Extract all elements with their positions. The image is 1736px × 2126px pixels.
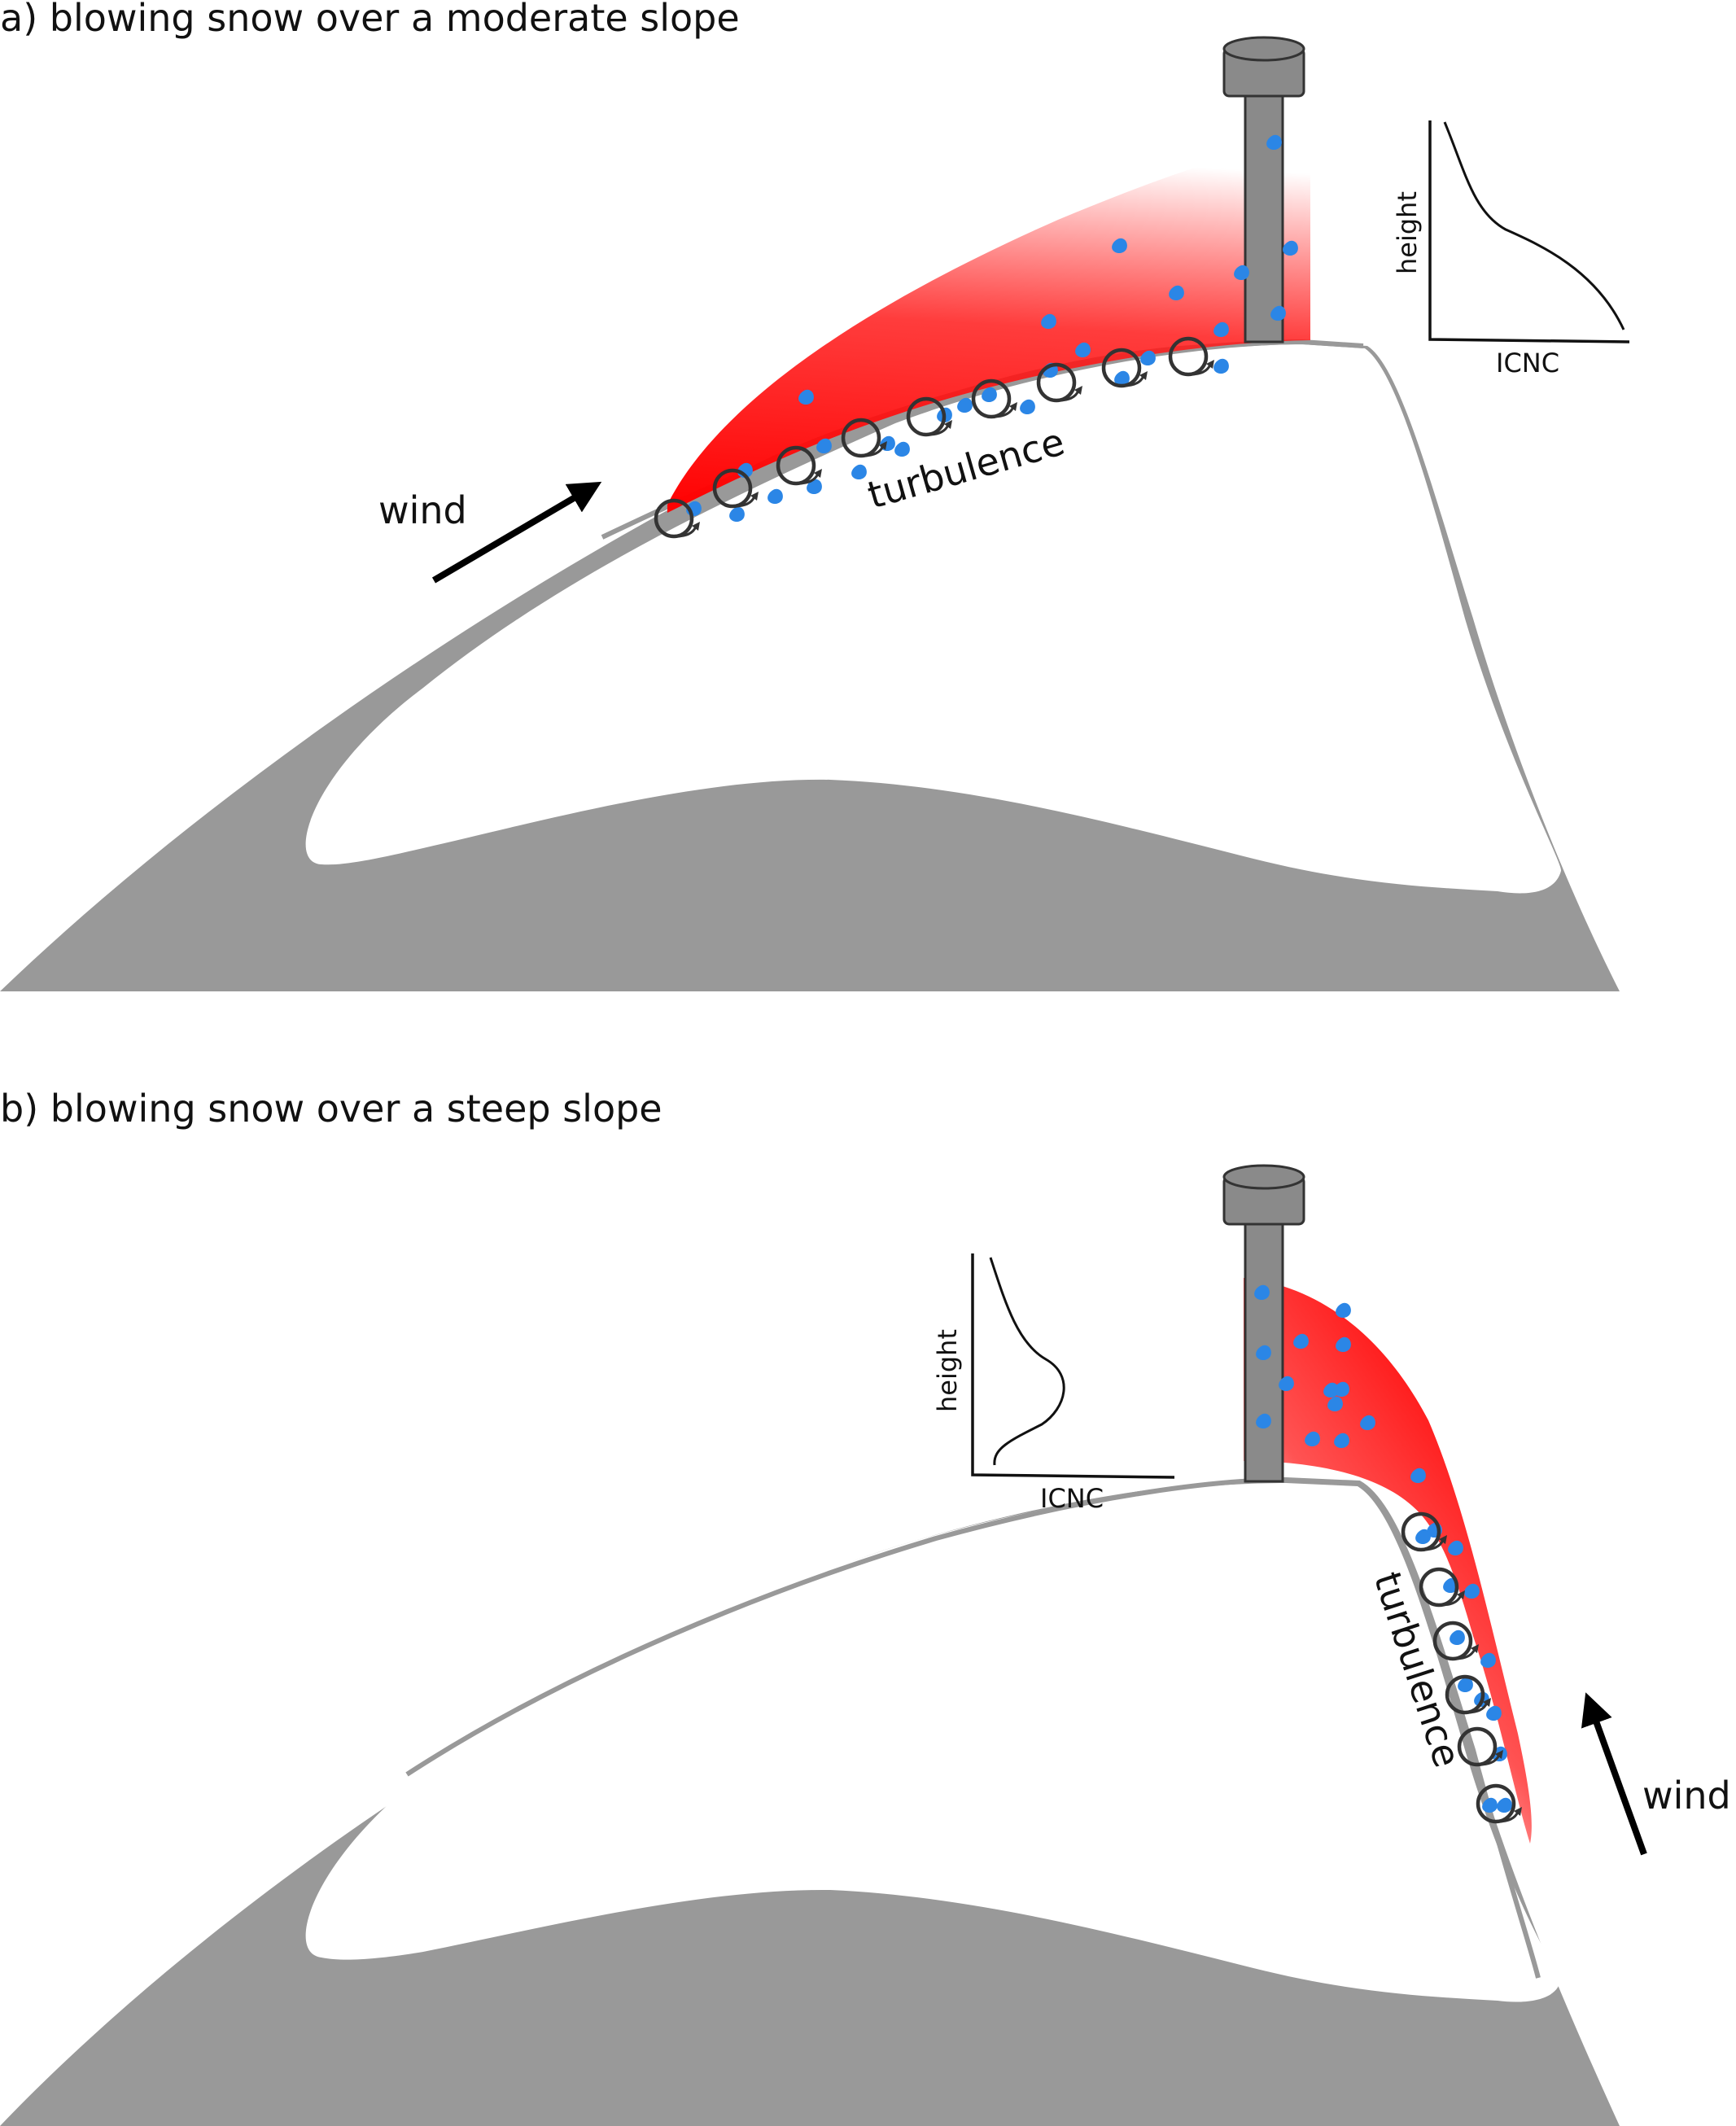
profile-xlabel-b: ICNC	[1040, 1483, 1104, 1514]
wind-arrow-a: wind	[378, 481, 602, 584]
wind-arrow-icon	[431, 481, 602, 584]
wind-label-b: wind	[1642, 1774, 1731, 1818]
profile-curve	[1443, 121, 1625, 330]
profile-xlabel-a: ICNC	[1496, 348, 1559, 378]
mountain-b	[0, 1476, 1620, 2126]
profile-ylabel-b: height	[932, 1329, 963, 1412]
profile-axes	[1428, 120, 1630, 343]
icnc-profile-b: ICNC height	[932, 1253, 1175, 1514]
wind-label-a: wind	[378, 488, 467, 532]
profile-curve	[989, 1257, 1065, 1466]
snow-cloud-b	[1244, 1278, 1532, 1844]
profile-ylabel-a: height	[1392, 191, 1423, 274]
snow-cover	[305, 344, 1562, 894]
tower-cap	[1222, 1164, 1305, 1190]
profile-axes	[971, 1253, 1175, 1479]
snow-cloud-a	[667, 140, 1310, 513]
snow-cover	[305, 1483, 1562, 2002]
measurement-tower-a	[1222, 36, 1305, 343]
panel-a: a) blowing snow over a moderate slope	[0, 0, 1630, 991]
wind-arrow-icon	[1581, 1692, 1647, 1856]
wind-arrow-b: wind	[1581, 1692, 1731, 1856]
panel-b: b) blowing snow over a steep slope	[0, 1087, 1731, 2126]
tower-cap	[1222, 36, 1305, 62]
icnc-profile-a: ICNC height	[1392, 120, 1630, 378]
tower-pole	[1244, 88, 1284, 343]
panel-a-title: a) blowing snow over a moderate slope	[0, 0, 740, 40]
panel-b-title: b) blowing snow over a steep slope	[0, 1087, 662, 1131]
